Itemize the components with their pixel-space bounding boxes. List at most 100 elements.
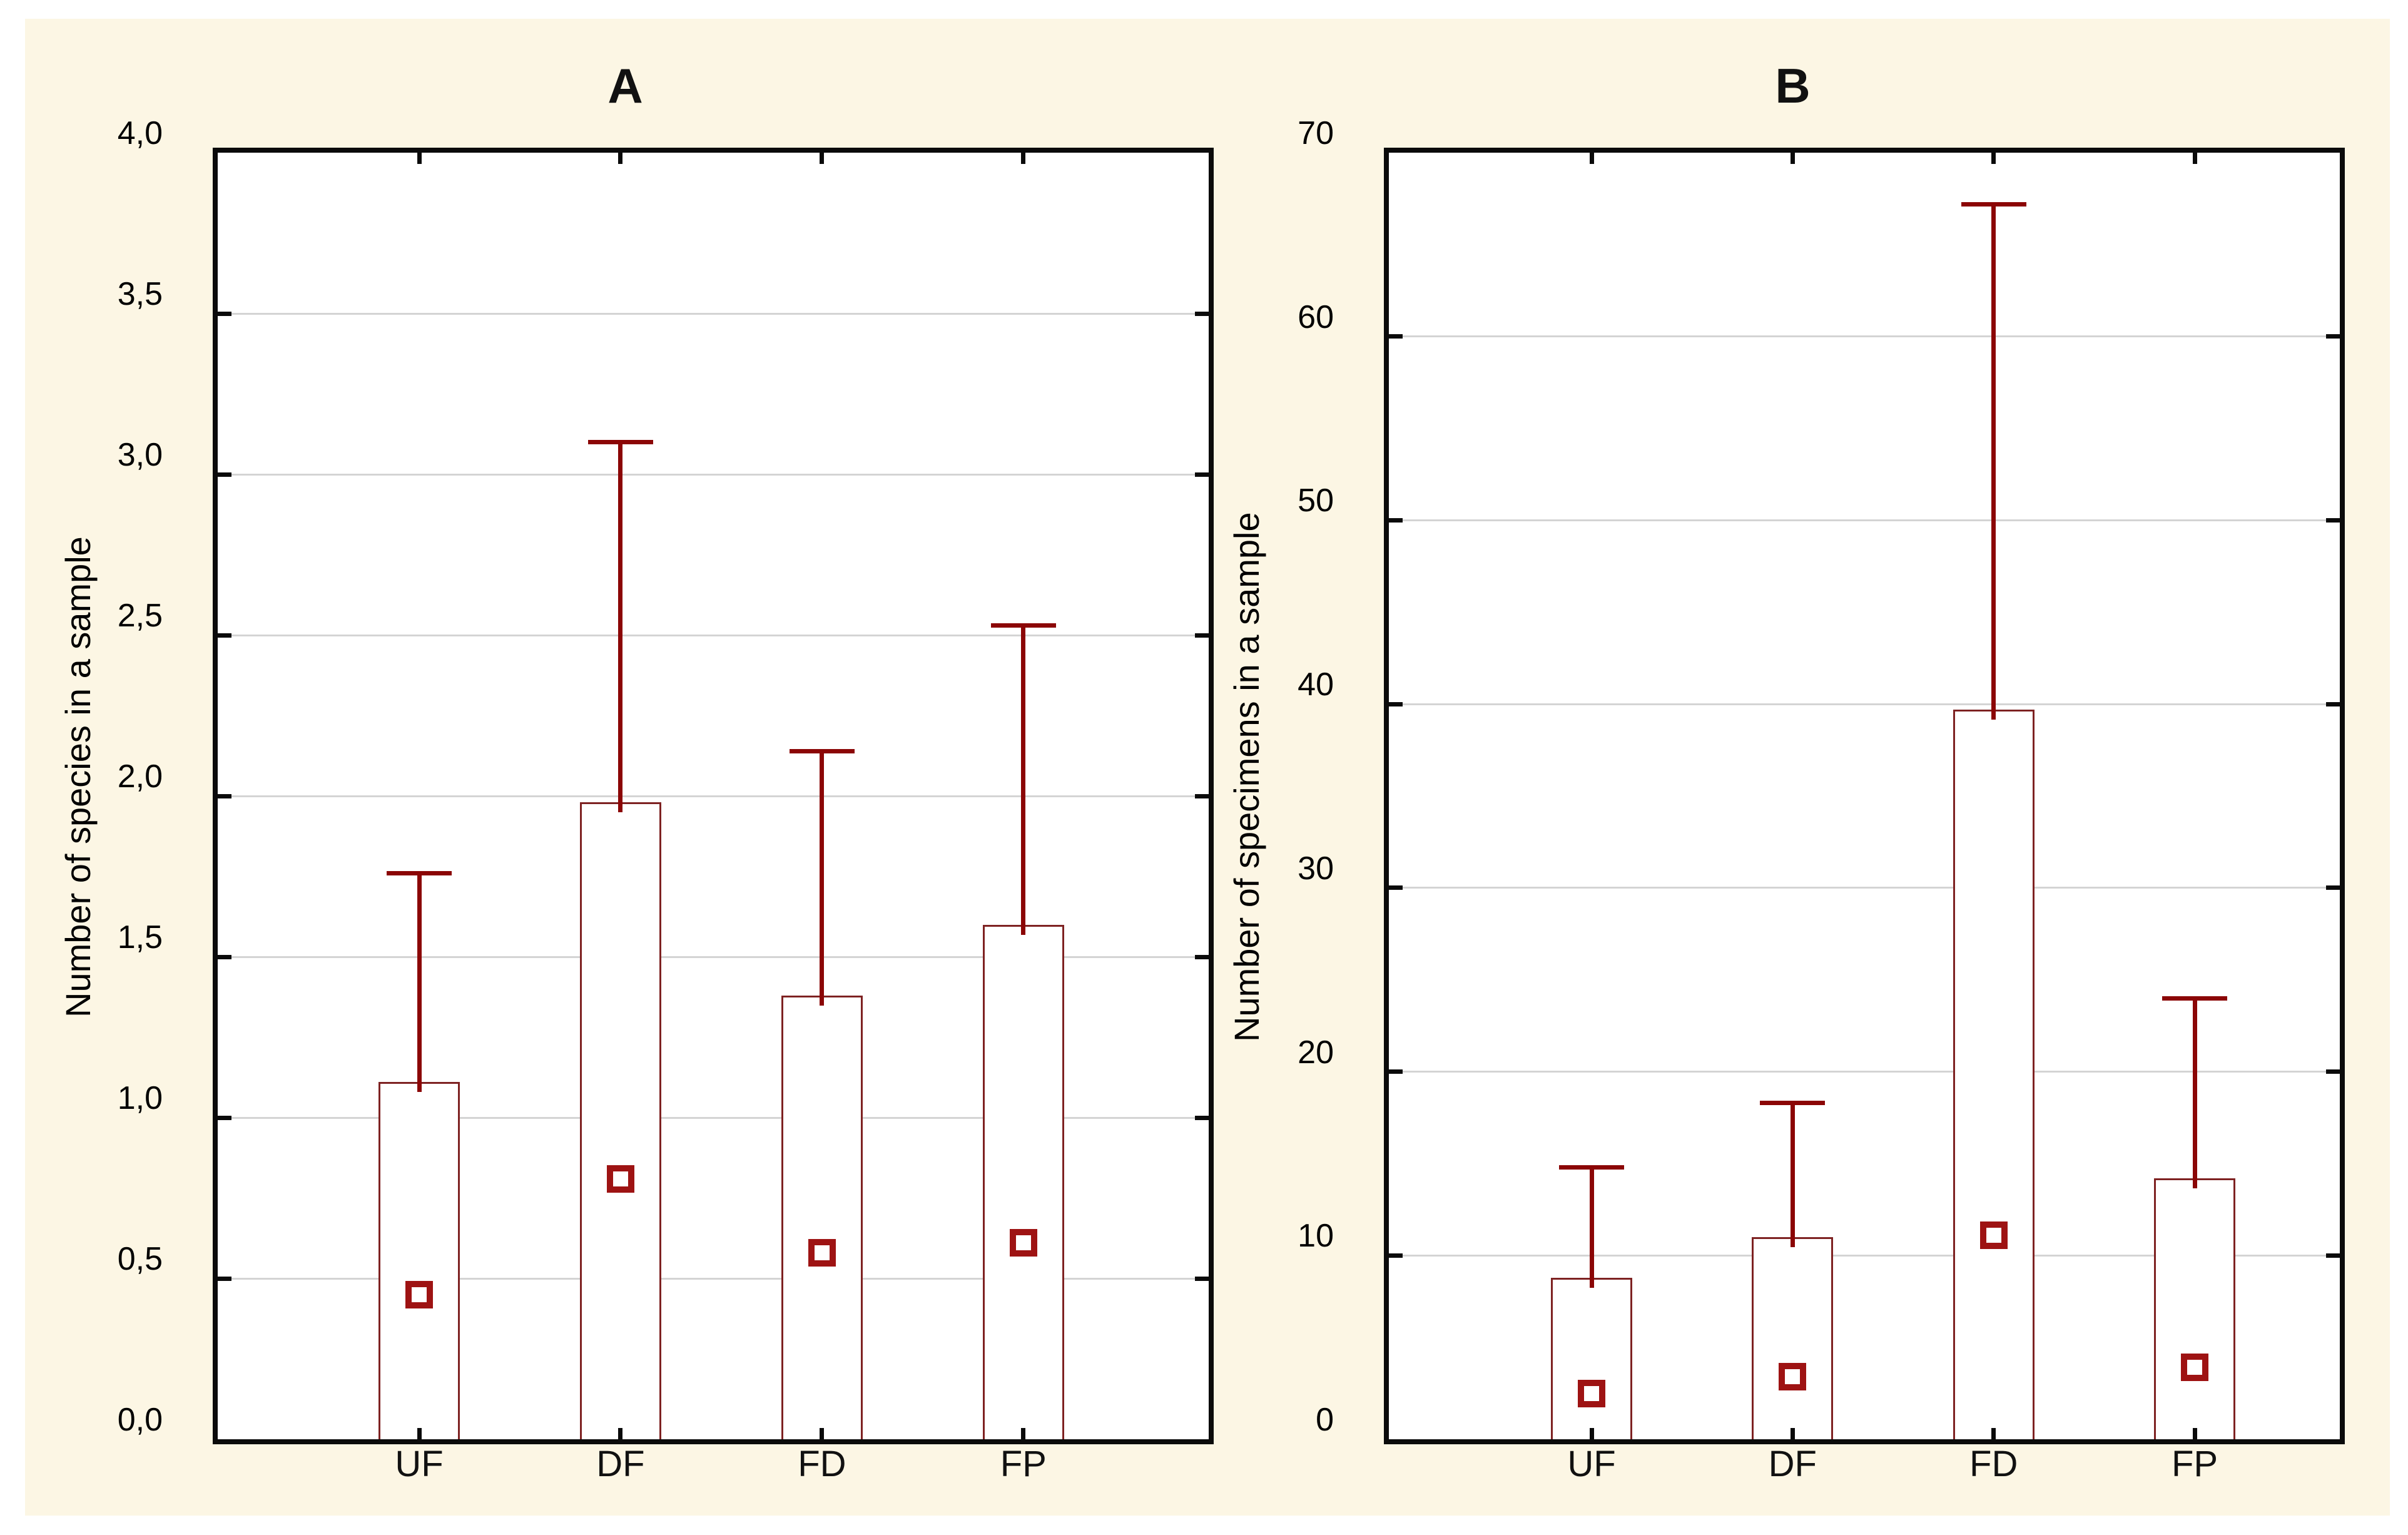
x-axis-tick-top [820,153,825,164]
gridline [1389,887,2340,889]
y-axis-tick-left [1389,1069,1403,1074]
gridline [218,473,1209,476]
gridline [218,795,1209,797]
bar-fd [1953,709,2035,1439]
panel-b-y-axis-title: Number of specimens in a sample [1227,512,1266,1043]
y-tick-label: 0,0 [117,1402,163,1438]
y-tick-label: 20 [1298,1034,1334,1071]
x-axis-tick-bottom [1589,1428,1594,1439]
gridline [1389,1071,2340,1073]
gridline [218,1116,1209,1119]
panel-a-title: A [607,58,644,113]
y-tick-label: 30 [1298,850,1334,887]
x-axis-tick-bottom [618,1428,623,1439]
gridline [218,956,1209,958]
square-marker-uf [1578,1379,1606,1407]
bar-df [1752,1237,1834,1439]
error-whisker-fd [820,751,825,1006]
y-tick-label: 3,5 [117,276,163,312]
y-axis-tick-right [1195,793,1209,798]
square-marker-df [606,1165,634,1193]
bar-fd [781,995,863,1439]
x-axis-tick-top [618,153,623,164]
whisker-cap-uf [1559,1165,1625,1170]
square-marker-fp [2181,1354,2209,1382]
error-whisker-df [1790,1103,1795,1247]
square-marker-fd [808,1238,836,1267]
x-category-label-df: DF [1768,1444,1817,1484]
whisker-cap-fd [789,748,855,753]
x-axis-tick-top [1790,153,1795,164]
y-axis-tick-right [2326,885,2340,890]
x-axis-tick-bottom [820,1428,825,1439]
y-axis-tick-left [218,1276,231,1281]
gridline [218,1277,1209,1280]
y-axis-tick-left [218,1115,231,1120]
y-axis-tick-left [1389,701,1403,706]
y-axis-tick-right [1195,472,1209,477]
x-axis-tick-top [2192,153,2197,164]
gridline [1389,519,2340,521]
square-marker-fp [1009,1229,1037,1257]
whisker-cap-df [1760,1101,1826,1105]
y-tick-label: 10 [1298,1218,1334,1255]
x-axis-tick-bottom [417,1428,422,1439]
y-axis-tick-right [1195,1115,1209,1120]
x-axis-tick-bottom [1991,1428,1996,1439]
x-axis-tick-bottom [2192,1428,2197,1439]
bar-fp [2154,1178,2236,1439]
gridline [1389,1254,2340,1257]
y-axis-tick-right [1195,1276,1209,1281]
panel-b-plot-area [1384,148,2345,1444]
x-category-label-fp: FP [1000,1444,1047,1484]
y-axis-tick-left [218,311,231,316]
x-category-label-df: DF [596,1444,645,1484]
x-category-label-uf: UF [395,1444,444,1484]
x-category-label-fd: FD [1969,1444,2018,1484]
panel-a-plot-area [213,148,1214,1444]
y-axis-tick-left [1389,518,1403,523]
x-axis-tick-top [1021,153,1026,164]
bar-uf [1551,1277,1633,1439]
y-tick-label: 40 [1298,666,1334,703]
x-axis-tick-top [1991,153,1996,164]
gridline [1389,335,2340,338]
error-whisker-uf [417,873,422,1093]
y-axis-tick-left [1389,885,1403,890]
y-axis-tick-right [2326,518,2340,523]
whisker-cap-fp [990,623,1056,628]
error-whisker-df [618,442,623,813]
y-axis-tick-right [1195,954,1209,959]
y-axis-tick-right [1195,633,1209,638]
y-tick-label: 0,5 [117,1241,163,1277]
bar-df [579,802,661,1439]
y-axis-tick-left [218,633,231,638]
square-marker-uf [405,1280,434,1308]
whisker-cap-fp [2162,996,2228,1001]
x-axis-tick-bottom [1021,1428,1026,1439]
square-marker-fd [1979,1221,2008,1249]
whisker-cap-df [587,440,653,445]
gridline [218,634,1209,636]
gridline [1389,703,2340,705]
y-tick-label: 2,5 [117,598,163,634]
error-whisker-uf [1589,1167,1594,1288]
figure-canvas: A B Number of species in a sample Number… [25,19,2390,1516]
y-axis-tick-right [2326,1253,2340,1258]
error-whisker-fd [1991,204,1996,720]
y-tick-label: 4,0 [117,115,163,151]
y-tick-label: 70 [1298,115,1334,151]
y-axis-tick-left [218,793,231,798]
y-axis-tick-left [1389,1253,1403,1258]
y-tick-label: 1,0 [117,1080,163,1116]
y-axis-tick-left [218,954,231,959]
gridline [218,312,1209,315]
panel-b-title: B [1775,58,1811,113]
x-category-label-uf: UF [1567,1444,1616,1484]
y-axis-tick-right [2326,334,2340,339]
x-axis-tick-bottom [1790,1428,1795,1439]
x-category-label-fd: FD [798,1444,846,1484]
y-tick-label: 60 [1298,298,1334,335]
bar-uf [378,1082,460,1439]
